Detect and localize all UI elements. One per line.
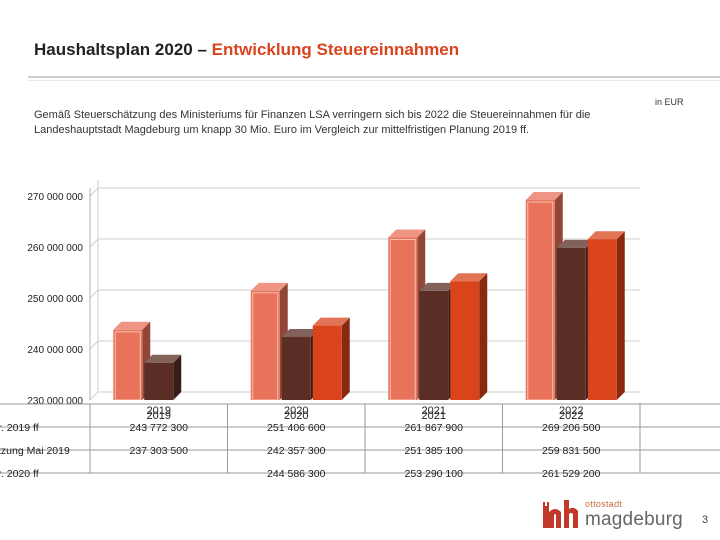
series-name: r. 2019 ff xyxy=(0,422,39,434)
bar-highlight xyxy=(527,201,554,401)
bar-r-2019-ff-2020 xyxy=(250,290,280,400)
gridline-depth xyxy=(89,340,99,350)
title-prefix: Haushaltsplan 2020 – xyxy=(34,40,212,59)
bar-r-2020-ff-2021 xyxy=(450,281,480,400)
gridline-depth xyxy=(89,391,99,401)
y-tick-label: 270 000 000 xyxy=(27,192,83,203)
title-divider-secondary xyxy=(28,80,720,81)
bar-r-2019-ff-2022 xyxy=(525,200,555,400)
bar-r-2019-ff-2021 xyxy=(388,237,418,400)
data-label: 269 206 500 xyxy=(542,422,601,434)
bar-tzung-mai-2019-2022 xyxy=(556,247,586,400)
bar-top xyxy=(113,321,151,330)
data-label: 261 529 200 xyxy=(542,468,601,480)
bar-side xyxy=(173,354,182,400)
bar-top xyxy=(450,273,488,282)
data-label: 251 385 100 xyxy=(405,445,464,457)
bar-top xyxy=(388,229,426,238)
data-label: 243 772 300 xyxy=(130,422,189,434)
data-label: 261 867 900 xyxy=(405,422,464,434)
data-label: 253 290 100 xyxy=(405,468,464,480)
bar-highlight xyxy=(114,331,141,401)
bar-top xyxy=(312,317,350,326)
revenue-chart: 230 000 000 240 000 000 250 000 000 260 000… xyxy=(0,180,720,480)
category-label-duplicate-2021: 2021 xyxy=(422,410,446,422)
y-tick-label: 240 000 000 xyxy=(27,345,83,356)
bar-r-2020-ff-2022 xyxy=(587,239,617,400)
bar-side xyxy=(616,231,625,400)
gridline-depth xyxy=(89,187,99,197)
category-label-2022: 2022 xyxy=(559,405,583,417)
page-number: 3 xyxy=(702,514,709,526)
bar-tzung-mai-2019-2021 xyxy=(419,290,449,400)
bar-top xyxy=(587,231,625,240)
category-label-duplicate-2020: 2020 xyxy=(284,410,308,422)
y-tick-label: 260 000 000 xyxy=(27,243,83,254)
category-label-2021: 2021 xyxy=(422,405,446,417)
unit-label: in EUR xyxy=(655,97,684,107)
series-name: tzung Mai 2019 xyxy=(0,445,70,457)
bar-top xyxy=(556,239,594,248)
category-label-duplicate-2019: 2019 xyxy=(147,410,171,422)
data-label: 242 357 300 xyxy=(267,445,326,457)
data-label: 244 586 300 xyxy=(267,468,326,480)
bar-side xyxy=(341,317,350,400)
data-label: 251 406 600 xyxy=(267,422,326,434)
bar-side xyxy=(479,273,488,400)
bar-r-2020-ff-2020 xyxy=(312,325,342,400)
category-label-2020: 2020 xyxy=(284,405,308,417)
logo-subtitle: ottostadt xyxy=(585,499,623,509)
logo-wordmark: magdeburg xyxy=(585,509,683,530)
bar-top xyxy=(144,354,182,363)
bar-top xyxy=(525,192,563,201)
series-name: r. 2020 ff xyxy=(0,468,39,480)
title-divider xyxy=(28,76,720,78)
data-label: 237 303 500 xyxy=(130,445,189,457)
gridline-depth xyxy=(89,289,99,299)
bar-top xyxy=(419,282,457,291)
bar-top xyxy=(250,282,288,291)
intro-text: Gemäß Steuerschätzung des Ministeriums f… xyxy=(34,109,591,136)
title-accent: Entwicklung Steuereinnahmen xyxy=(211,40,460,59)
gridline-depth xyxy=(89,238,99,248)
category-label-2019: 2019 xyxy=(147,405,171,417)
bar-r-2019-ff-2019 xyxy=(113,329,143,400)
page-title: Haushaltsplan 2020 – Entwicklung Steuere… xyxy=(34,40,459,60)
y-tick-label: 250 000 000 xyxy=(27,294,83,305)
category-label-duplicate-2022: 2022 xyxy=(559,410,583,422)
bar-top xyxy=(281,328,319,337)
bar-tzung-mai-2019-2020 xyxy=(281,336,311,400)
y-tick-label: 230 000 000 xyxy=(27,396,83,407)
city-logo-icon xyxy=(543,500,578,528)
data-label: 259 831 500 xyxy=(542,445,601,457)
bar-tzung-mai-2019-2019 xyxy=(144,362,174,400)
bar-highlight xyxy=(389,238,416,401)
bar-highlight xyxy=(252,292,279,401)
